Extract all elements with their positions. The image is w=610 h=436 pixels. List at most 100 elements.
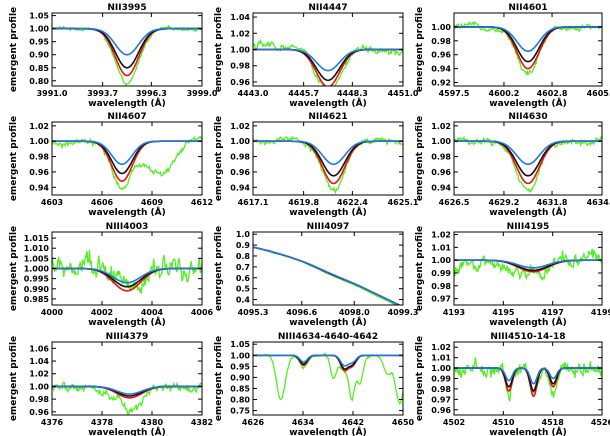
model-profile-line-2 [454,26,602,63]
x-tick-label: 4642 [342,418,364,427]
y-axis-label: emergent profile [9,7,19,92]
y-tick-label: 0.90 [29,51,49,60]
x-tick-label: 4443.0 [238,89,269,98]
panel-11: NIII4634-4640-4642 4626 4634 4642 4650 1.05 1.… [214,332,415,436]
y-tick-label: 1.0 [236,230,251,239]
plot-frame [51,12,203,87]
x-tick-label: 4600.2 [489,89,520,98]
x-tick-label: 4378 [91,418,114,427]
x-axis-label: wavelength (Å) [289,98,366,109]
panel-title: NIII4003 [106,222,149,232]
x-axis-label: wavelength (Å) [289,207,366,218]
y-tick-label: 0.96 [230,168,250,177]
y-tick-label: 0.94 [431,183,451,192]
y-tick-label: 0.85 [29,64,49,73]
y-axis-label: emergent profile [214,226,224,311]
y-tick-label: 0.9 [236,241,251,250]
model-profile-line-1 [454,140,602,185]
model-profile-line-2 [52,140,202,175]
panel-6: NII4630 4626.5 4629.2 4631.8 4634.5 1.02 1.00 0… [415,112,610,218]
panel-title: NII4621 [308,112,347,122]
x-axis-label: wavelength (Å) [88,427,165,436]
y-axis-label: emergent profile [415,7,425,92]
panel-title: NII4447 [308,3,347,13]
y-axis-label: emergent profile [214,336,224,421]
panel-title: NIII4195 [507,222,550,232]
x-tick-label: 4445.7 [288,89,319,98]
x-tick-label: 4526 [591,418,610,427]
y-tick-label: 0.96 [29,408,49,417]
panel-title: NII3995 [107,3,146,13]
y-tick-label: 1.01 [431,243,451,252]
y-tick-label: 1.04 [230,13,250,22]
observed-spectrum-line [253,352,403,405]
model-profile-line-3 [52,385,202,395]
y-tick-label: 0.98 [431,385,451,394]
x-tick-label: 4193 [443,308,465,317]
x-tick-label: 4626 [242,418,265,427]
y-tick-label: 0.6 [236,274,251,283]
x-tick-label: 4631.8 [537,198,568,207]
y-tick-label: 1.02 [29,370,49,379]
x-tick-label: 4000 [41,308,64,317]
x-tick-label: 3999.0 [187,89,218,98]
plot-frame [51,121,203,196]
x-tick-label: 4603 [41,198,63,207]
x-tick-label: 4451.0 [388,89,419,98]
plot-frame [453,231,603,306]
x-tick-label: 4602.8 [537,89,568,98]
y-tick-label: 0.985 [24,295,50,304]
x-tick-label: 4095.3 [238,308,269,317]
panel-3: NII4601 4597.5 4600.2 4602.8 4605.5 1.00 0.98 0… [415,3,610,109]
plot-frame [51,341,203,416]
x-tick-label: 4004 [141,308,164,317]
observed-spectrum-line [454,21,602,77]
model-profile-line-3 [454,26,602,52]
y-tick-label: 0.94 [230,183,250,192]
y-axis-label: emergent profile [415,336,425,421]
x-axis-label: wavelength (Å) [489,98,566,109]
panel-2: NII4447 4443.0 4445.7 4448.3 4451.0 1.04 1.02 1… [214,3,419,109]
y-axis-label: emergent profile [9,226,19,311]
x-axis-label: wavelength (Å) [88,207,165,218]
x-axis-label: wavelength (Å) [88,98,165,109]
x-tick-label: 4619.8 [288,198,319,207]
observed-spectrum-line [253,135,403,195]
x-tick-label: 4617.1 [238,198,269,207]
model-profile-line-3 [454,259,602,269]
y-tick-label: 1.00 [230,46,250,55]
y-tick-label: 1.00 [431,364,451,373]
x-tick-label: 4376 [41,418,64,427]
x-tick-label: 4502 [443,418,465,427]
plot-frame [252,341,404,416]
y-axis-label: emergent profile [9,116,19,201]
panel-1: NII3995 3991.0 3993.7 3996.3 3999.0 1.05 1.00 0… [9,3,218,109]
y-tick-label: 0.98 [29,153,49,162]
x-tick-label: 4518 [542,418,565,427]
observed-spectrum-line [52,135,202,191]
y-tick-label: 1.01 [431,354,451,363]
x-tick-label: 4626.5 [439,198,470,207]
x-tick-label: 3991.0 [37,89,68,98]
y-tick-label: 0.80 [230,396,250,405]
observed-spectrum-line [454,248,602,281]
model-profile-line-2 [52,27,202,69]
y-tick-label: 1.00 [29,137,49,146]
plot-frame [453,121,603,196]
y-tick-label: 1.005 [24,254,50,263]
y-tick-label: 0.99 [431,375,451,384]
panel-9: NIII4195 4193 4195 4197 4199 1.02 1.01 1.00 0.99… [415,222,610,328]
y-tick-label: 1.06 [29,344,49,353]
model-profile-line-3 [454,140,602,166]
y-tick-label: 0.96 [29,168,49,177]
y-tick-label: 1.000 [24,265,50,274]
model-profile-line-2 [253,140,403,177]
y-tick-label: 0.98 [230,62,250,71]
y-tick-label: 0.75 [230,407,250,416]
x-tick-label: 4634.5 [587,198,610,207]
y-tick-label: 0.98 [29,395,49,404]
panel-title: NIII4097 [307,222,350,232]
panel-12: NIII4510-14-18 4502 4510 4518 4526 1.02 1.011.… [415,332,610,436]
y-tick-label: 0.995 [24,275,50,284]
